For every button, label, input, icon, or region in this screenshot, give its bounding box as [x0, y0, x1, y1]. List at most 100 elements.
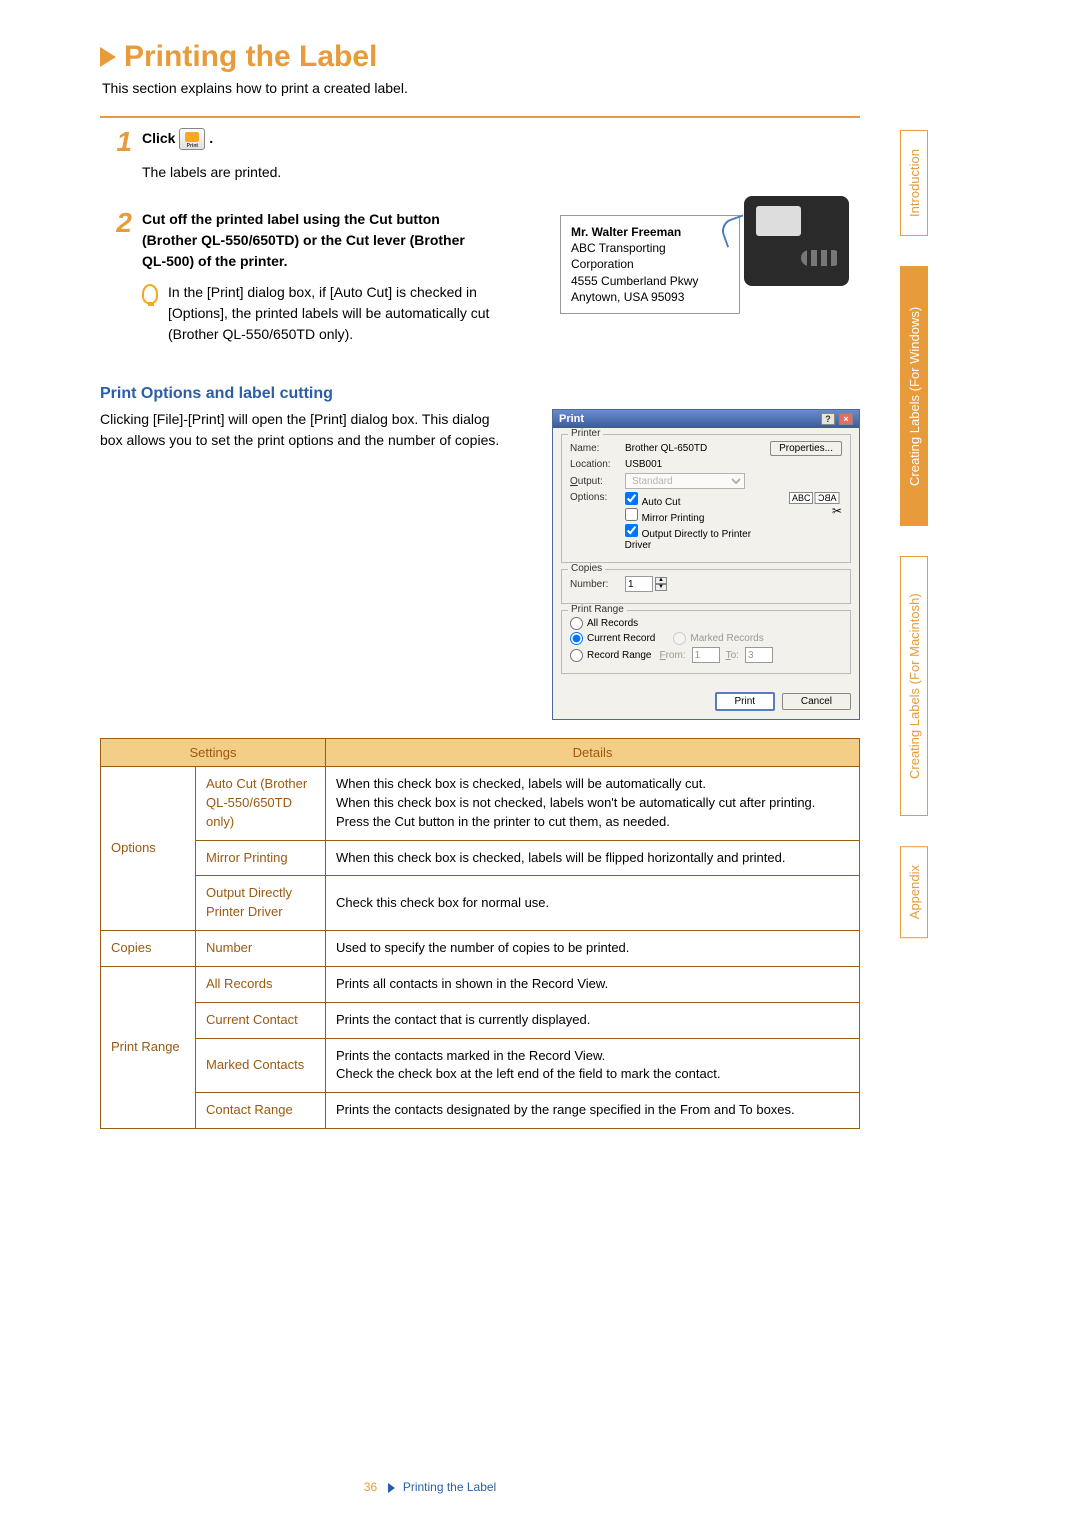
spin-up-icon[interactable]: ▲ — [655, 577, 667, 584]
from-label: From: — [659, 650, 685, 661]
label-preview: Mr. Walter Freeman ABC Transporting Corp… — [560, 215, 860, 345]
all-records-label: All Records — [587, 618, 638, 629]
det-all: Prints all contacts in shown in the Reco… — [326, 966, 860, 1002]
set-direct: Output Directly Printer Driver — [196, 876, 326, 931]
set-marked: Marked Contacts — [196, 1038, 326, 1093]
printer-legend: Printer — [568, 428, 603, 439]
record-range-label: Record Range — [587, 650, 651, 661]
table-row: Print Range All Records Prints all conta… — [101, 966, 860, 1002]
cat-options: Options — [101, 767, 196, 931]
abc-mirror-icon: ABC — [815, 492, 840, 504]
output-select[interactable]: Standard — [625, 473, 745, 489]
record-range-radio[interactable] — [570, 649, 583, 662]
intro-text: This section explains how to print a cre… — [102, 80, 860, 96]
cancel-button[interactable]: Cancel — [782, 693, 851, 710]
cut-icon: ✂ — [832, 504, 842, 518]
from-input[interactable] — [692, 647, 720, 663]
options-label: Options: — [570, 492, 625, 503]
set-mirror: Mirror Printing — [196, 840, 326, 876]
cat-print-range: Print Range — [101, 966, 196, 1128]
autocut-option: Auto Cut — [642, 497, 681, 508]
tab-introduction[interactable]: Introduction — [900, 130, 928, 236]
number-label: Number: — [570, 579, 625, 590]
table-row: Marked Contacts Prints the contacts mark… — [101, 1038, 860, 1093]
footer-title: Printing the Label — [403, 1480, 496, 1494]
preview-line1: ABC Transporting Corporation — [571, 240, 729, 272]
set-current: Current Contact — [196, 1002, 326, 1038]
set-number: Number — [196, 931, 326, 967]
print-button[interactable]: Print — [715, 692, 776, 711]
table-row: Options Auto Cut (Brother QL-550/650TD o… — [101, 767, 860, 841]
step-2-text: Cut off the printed label using the Cut … — [142, 209, 482, 272]
properties-button[interactable]: Properties... — [770, 441, 842, 456]
table-row: Copies Number Used to specify the number… — [101, 931, 860, 967]
mirror-option: Mirror Printing — [642, 513, 705, 524]
page-heading: Printing the Label — [124, 40, 377, 74]
page-number: 36 — [364, 1480, 377, 1494]
lightbulb-icon — [142, 284, 158, 304]
abc-normal-icon: ABC — [789, 492, 814, 504]
preview-line2: 4555 Cumberland Pkwy — [571, 273, 729, 289]
print-range-legend: Print Range — [568, 604, 627, 615]
autocut-checkbox[interactable] — [625, 492, 638, 505]
mirror-checkbox[interactable] — [625, 508, 638, 521]
divider — [100, 116, 860, 118]
table-row: Mirror Printing When this check box is c… — [101, 840, 860, 876]
copies-input[interactable] — [625, 576, 653, 592]
spin-down-icon[interactable]: ▼ — [655, 584, 667, 591]
det-contact-range: Prints the contacts designated by the ra… — [326, 1093, 860, 1129]
location-label: Location: — [570, 459, 625, 470]
det-mirror: When this check box is checked, labels w… — [326, 840, 860, 876]
tab-creating-labels-macintosh[interactable]: Creating Labels (For Macintosh) — [900, 556, 928, 816]
step-1-trail: . — [209, 130, 213, 146]
set-all: All Records — [196, 966, 326, 1002]
print-dialog: Print ? × Printer Name: Brother QL-650TD… — [552, 409, 860, 720]
preview-line3: Anytown, USA 95093 — [571, 289, 729, 305]
options-table: Settings Details Options Auto Cut (Broth… — [100, 738, 860, 1129]
close-icon[interactable]: × — [839, 413, 853, 425]
th-settings: Settings — [101, 739, 326, 767]
print-dialog-titlebar: Print ? × — [553, 410, 859, 428]
name-value: Brother QL-650TD — [625, 443, 707, 454]
det-direct: Check this check box for normal use. — [326, 876, 860, 931]
det-number: Used to specify the number of copies to … — [326, 931, 860, 967]
step-2-number: 2 — [100, 209, 132, 237]
table-row: Output Directly Printer Driver Check thi… — [101, 876, 860, 931]
printer-illustration — [744, 196, 849, 286]
step-2-tip: In the [Print] dialog box, if [Auto Cut]… — [168, 282, 498, 345]
section-print-options-title: Print Options and label cutting — [100, 385, 860, 403]
direct-option: Output Directly to Printer Driver — [625, 529, 751, 551]
current-record-label: Current Record — [587, 633, 655, 644]
preview-name: Mr. Walter Freeman — [571, 224, 729, 240]
current-record-radio[interactable] — [570, 632, 583, 645]
help-icon[interactable]: ? — [821, 413, 835, 425]
sidebar-tabs: Introduction Creating Labels (For Window… — [900, 130, 930, 968]
step-1-lead: Click — [142, 130, 179, 146]
th-details: Details — [326, 739, 860, 767]
step-1-number: 1 — [100, 128, 132, 156]
direct-checkbox[interactable] — [625, 524, 638, 537]
to-input[interactable] — [745, 647, 773, 663]
set-autocut: Auto Cut (Brother QL-550/650TD only) — [196, 767, 326, 841]
det-marked: Prints the contacts marked in the Record… — [326, 1038, 860, 1093]
cat-copies: Copies — [101, 931, 196, 967]
tab-appendix[interactable]: Appendix — [900, 846, 928, 938]
tab-creating-labels-windows[interactable]: Creating Labels (For Windows) — [900, 266, 928, 526]
section-print-options-body: Clicking [File]-[Print] will open the [P… — [100, 409, 500, 451]
footer-triangle-icon — [388, 1483, 395, 1493]
marked-records-radio[interactable] — [673, 632, 686, 645]
table-row: Current Contact Prints the contact that … — [101, 1002, 860, 1038]
step-1-body: The labels are printed. — [142, 162, 860, 183]
name-label: Name: — [570, 443, 625, 454]
output-label: Output: — [570, 476, 625, 487]
marked-records-label: Marked Records — [690, 633, 763, 644]
det-autocut: When this check box is checked, labels w… — [326, 767, 860, 841]
heading-triangle-icon — [100, 47, 116, 67]
to-label: To: — [726, 650, 739, 661]
set-contact-range: Contact Range — [196, 1093, 326, 1129]
all-records-radio[interactable] — [570, 617, 583, 630]
print-toolbar-icon — [179, 128, 205, 150]
copies-legend: Copies — [568, 563, 605, 574]
location-value: USB001 — [625, 459, 662, 470]
det-current: Prints the contact that is currently dis… — [326, 1002, 860, 1038]
